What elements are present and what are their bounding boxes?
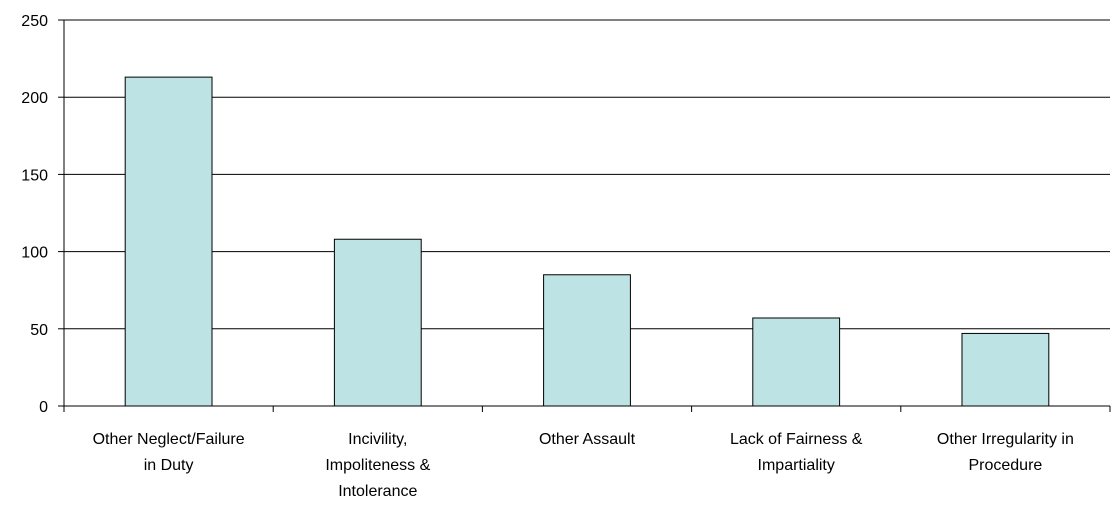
x-category-label: Other Assault [539, 431, 636, 448]
x-category-label-line: Incivility, [348, 431, 407, 448]
x-category-label-line: in Duty [144, 457, 194, 474]
y-tick-label: 150 [21, 167, 48, 184]
x-category-label-line: Other Neglect/Failure [93, 431, 245, 448]
y-tick-labels: 0 50 100 150 200 250 [21, 13, 48, 416]
gridlines [64, 19, 1110, 330]
x-category-label-line: Procedure [968, 457, 1042, 474]
x-category-label-line: Lack of Fairness & [730, 431, 863, 448]
bars [124, 76, 1050, 407]
x-category-label-line: Impartiality [758, 457, 835, 474]
x-category-label: Lack of Fairness & Impartiality [730, 431, 863, 474]
y-tick-label: 250 [21, 13, 48, 30]
y-tick-label: 50 [30, 322, 48, 339]
x-category-label-line: Other Assault [539, 431, 636, 448]
bar [124, 76, 213, 407]
x-category-label-line: Intolerance [338, 483, 417, 500]
axes [58, 19, 1111, 412]
x-category-label: Incivility, Impoliteness & Intolerance [325, 431, 430, 500]
bar [752, 317, 841, 407]
bar [333, 238, 422, 407]
x-category-label: Other Neglect/Failure in Duty [93, 431, 245, 474]
x-category-label-line: Impoliteness & [325, 457, 430, 474]
bar [543, 274, 631, 407]
bar [961, 332, 1050, 407]
x-category-label: Other Irregularity in Procedure [937, 431, 1074, 474]
x-category-label-line: Other Irregularity in [937, 431, 1074, 448]
y-tick-label: 0 [39, 399, 48, 416]
y-tick-label: 200 [21, 90, 48, 107]
y-tick-label: 100 [21, 245, 48, 262]
